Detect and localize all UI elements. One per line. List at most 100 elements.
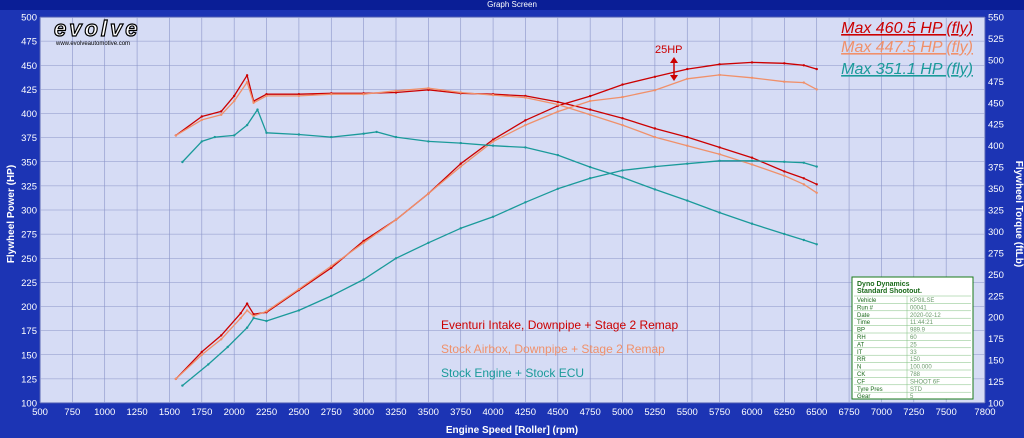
data-point (783, 174, 786, 177)
data-point (524, 94, 527, 98)
hp-gain-arrowhead-down (670, 75, 678, 81)
legend-stock-airbox: Stock Airbox, Downpipe + Stage 2 Remap (441, 342, 665, 356)
y-tick-label: 275 (21, 230, 37, 241)
data-point (815, 67, 818, 71)
data-point (653, 127, 657, 130)
y-tick-label: 125 (21, 374, 37, 385)
data-point (686, 135, 689, 139)
max-label-stock-airbox: Max 447.5 HP (fly) (841, 39, 973, 56)
data-point (718, 159, 721, 162)
data-point (556, 100, 559, 104)
data-point (653, 165, 657, 168)
data-point (815, 183, 818, 186)
y-tick-label: 375 (21, 133, 37, 144)
data-point (718, 146, 721, 149)
data-point (245, 74, 249, 77)
y-tick-label: 475 (21, 37, 37, 48)
y-tick-label: 425 (21, 85, 37, 96)
x-tick-label: 750 (64, 407, 80, 418)
info-box-subtitle: Standard Shootout. (857, 288, 922, 295)
data-point (200, 353, 203, 356)
data-point (394, 89, 398, 93)
y-right-tick-label: 200 (988, 313, 1004, 324)
data-point (245, 123, 249, 127)
data-point (621, 95, 624, 99)
data-point (750, 163, 754, 166)
x-tick-label: 1500 (159, 407, 180, 418)
info-row-value: 33 (910, 350, 917, 356)
y-tick-label: 200 (21, 302, 37, 313)
info-row-key: CK (857, 372, 865, 378)
data-point (297, 287, 301, 291)
max-label-eventuri: Max 460.5 HP (fly) (841, 20, 973, 37)
x-tick-label: 6750 (839, 407, 860, 418)
data-point (491, 144, 495, 147)
data-point (783, 62, 786, 65)
data-point (252, 316, 255, 320)
data-point (718, 211, 721, 214)
data-point (459, 91, 462, 94)
hp-gain-arrowhead-up (670, 57, 678, 63)
info-row-value: 788 (910, 372, 921, 378)
data-point (181, 160, 184, 164)
data-point (297, 93, 301, 96)
info-row-key: RH (857, 335, 866, 341)
data-point (686, 162, 689, 165)
data-point (621, 83, 624, 86)
data-point (174, 377, 178, 381)
series-line-torque-5 (181, 108, 817, 245)
x-tick-label: 6000 (741, 407, 762, 418)
data-point (589, 113, 592, 117)
data-point (394, 257, 398, 260)
data-point (653, 188, 657, 191)
data-point (491, 215, 495, 218)
data-point (245, 302, 249, 305)
data-point (653, 135, 657, 139)
info-row-key: N (857, 365, 861, 371)
data-point (556, 103, 559, 106)
data-point (330, 93, 333, 96)
data-point (330, 135, 333, 139)
x-tick-label: 7250 (903, 407, 924, 418)
data-point (686, 199, 689, 202)
data-point (233, 94, 236, 98)
info-row-value: 11:44:21 (910, 320, 934, 326)
data-point (265, 94, 268, 98)
data-point (200, 350, 203, 354)
info-row-value: KP8ILSE (910, 298, 934, 304)
data-point (181, 384, 184, 387)
x-tick-label: 7500 (936, 407, 957, 418)
data-point (252, 101, 255, 105)
x-axis-label: Engine Speed [Roller] (rpm) (446, 425, 578, 436)
data-point (252, 314, 255, 318)
info-row-value: 2020-02-12 (910, 313, 941, 319)
y-tick-label: 400 (21, 109, 37, 120)
data-point (220, 113, 223, 117)
data-point (802, 183, 805, 186)
data-point (245, 81, 249, 84)
info-row-key: Tyre Pres (857, 387, 883, 393)
x-tick-label: 2000 (224, 407, 245, 418)
data-point (265, 93, 268, 96)
data-point (427, 241, 430, 244)
data-point (621, 176, 624, 179)
y-right-tick-label: 250 (988, 270, 1004, 281)
data-point (207, 363, 210, 366)
data-point (239, 312, 242, 315)
data-point (802, 64, 805, 67)
data-point (394, 91, 398, 94)
info-box-title: Dyno Dynamics (857, 281, 910, 288)
hp-gain-label: 25HP (655, 44, 683, 56)
data-point (459, 227, 462, 230)
y-tick-label: 250 (21, 254, 37, 265)
x-axis-ticks: 500 750 1000 1250 1500 1750 2000 2250 2500 2750 30… (32, 407, 996, 418)
x-tick-label: 2500 (288, 407, 309, 418)
data-point (239, 316, 242, 320)
data-point (427, 192, 430, 195)
y-right-axis-label: Flywheel Torque (ftLb) (1013, 161, 1024, 267)
data-point (686, 67, 689, 71)
data-point (621, 117, 624, 120)
data-point (718, 153, 721, 156)
data-point (256, 108, 259, 111)
